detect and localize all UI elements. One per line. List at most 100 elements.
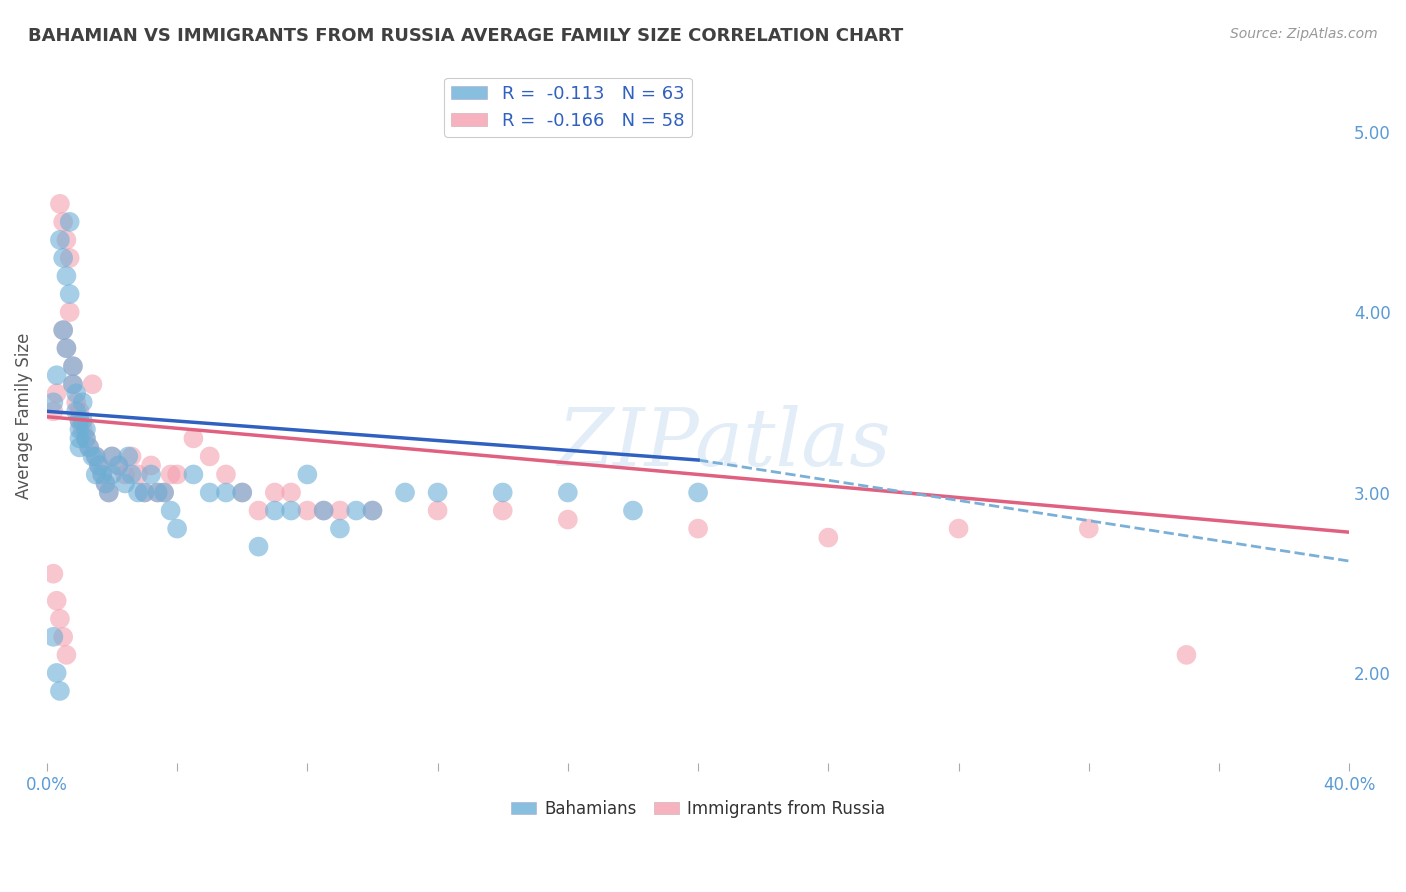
Point	[166, 467, 188, 482]
Point	[139, 458, 162, 473]
Point	[62, 359, 84, 374]
Point	[84, 467, 107, 482]
Point	[107, 458, 129, 473]
Point	[361, 503, 384, 517]
Point	[183, 467, 205, 482]
Point	[45, 593, 67, 607]
Point	[159, 467, 181, 482]
Point	[183, 431, 205, 445]
Point	[1077, 522, 1099, 536]
Point	[45, 368, 67, 383]
Point	[121, 450, 143, 464]
Point	[84, 450, 107, 464]
Point	[52, 323, 75, 337]
Point	[557, 485, 579, 500]
Point	[101, 450, 124, 464]
Text: ZIPatlas: ZIPatlas	[557, 405, 891, 483]
Point	[97, 485, 120, 500]
Point	[280, 485, 302, 500]
Point	[139, 467, 162, 482]
Point	[75, 431, 97, 445]
Point	[492, 485, 515, 500]
Point	[69, 431, 91, 445]
Text: Source: ZipAtlas.com: Source: ZipAtlas.com	[1230, 27, 1378, 41]
Point	[107, 458, 129, 473]
Point	[69, 413, 91, 427]
Point	[426, 485, 449, 500]
Point	[101, 450, 124, 464]
Point	[91, 467, 114, 482]
Point	[557, 512, 579, 526]
Point	[153, 485, 176, 500]
Point	[127, 467, 149, 482]
Point	[215, 467, 238, 482]
Point	[94, 476, 117, 491]
Point	[82, 377, 104, 392]
Point	[817, 531, 839, 545]
Point	[42, 566, 65, 581]
Point	[75, 422, 97, 436]
Text: BAHAMIAN VS IMMIGRANTS FROM RUSSIA AVERAGE FAMILY SIZE CORRELATION CHART: BAHAMIAN VS IMMIGRANTS FROM RUSSIA AVERA…	[28, 27, 904, 45]
Point	[65, 404, 87, 418]
Point	[45, 665, 67, 680]
Point	[426, 503, 449, 517]
Point	[42, 630, 65, 644]
Point	[263, 485, 285, 500]
Point	[55, 341, 77, 355]
Point	[69, 404, 91, 418]
Point	[52, 251, 75, 265]
Point	[69, 441, 91, 455]
Legend: Bahamians, Immigrants from Russia: Bahamians, Immigrants from Russia	[505, 793, 891, 824]
Point	[280, 503, 302, 517]
Point	[49, 233, 72, 247]
Point	[134, 485, 156, 500]
Point	[77, 441, 100, 455]
Point	[82, 450, 104, 464]
Point	[87, 458, 110, 473]
Y-axis label: Average Family Size: Average Family Size	[15, 333, 32, 499]
Point	[55, 233, 77, 247]
Point	[72, 422, 94, 436]
Point	[297, 467, 319, 482]
Point	[329, 503, 352, 517]
Point	[52, 630, 75, 644]
Point	[247, 503, 270, 517]
Point	[59, 251, 82, 265]
Point	[127, 485, 149, 500]
Point	[69, 422, 91, 436]
Point	[153, 485, 176, 500]
Point	[59, 287, 82, 301]
Point	[198, 485, 221, 500]
Point	[62, 377, 84, 392]
Point	[948, 522, 970, 536]
Point	[65, 395, 87, 409]
Point	[84, 450, 107, 464]
Point	[361, 503, 384, 517]
Point	[75, 431, 97, 445]
Point	[198, 450, 221, 464]
Point	[247, 540, 270, 554]
Point	[492, 503, 515, 517]
Point	[72, 413, 94, 427]
Point	[146, 485, 169, 500]
Point	[114, 476, 136, 491]
Point	[45, 386, 67, 401]
Point	[166, 522, 188, 536]
Point	[159, 503, 181, 517]
Point	[312, 503, 335, 517]
Point	[329, 522, 352, 536]
Point	[72, 395, 94, 409]
Point	[686, 485, 709, 500]
Point	[77, 441, 100, 455]
Point	[117, 450, 139, 464]
Point	[55, 268, 77, 283]
Point	[114, 467, 136, 482]
Point	[215, 485, 238, 500]
Point	[52, 323, 75, 337]
Point	[297, 503, 319, 517]
Point	[344, 503, 367, 517]
Point	[621, 503, 644, 517]
Point	[52, 215, 75, 229]
Point	[101, 467, 124, 482]
Point	[59, 215, 82, 229]
